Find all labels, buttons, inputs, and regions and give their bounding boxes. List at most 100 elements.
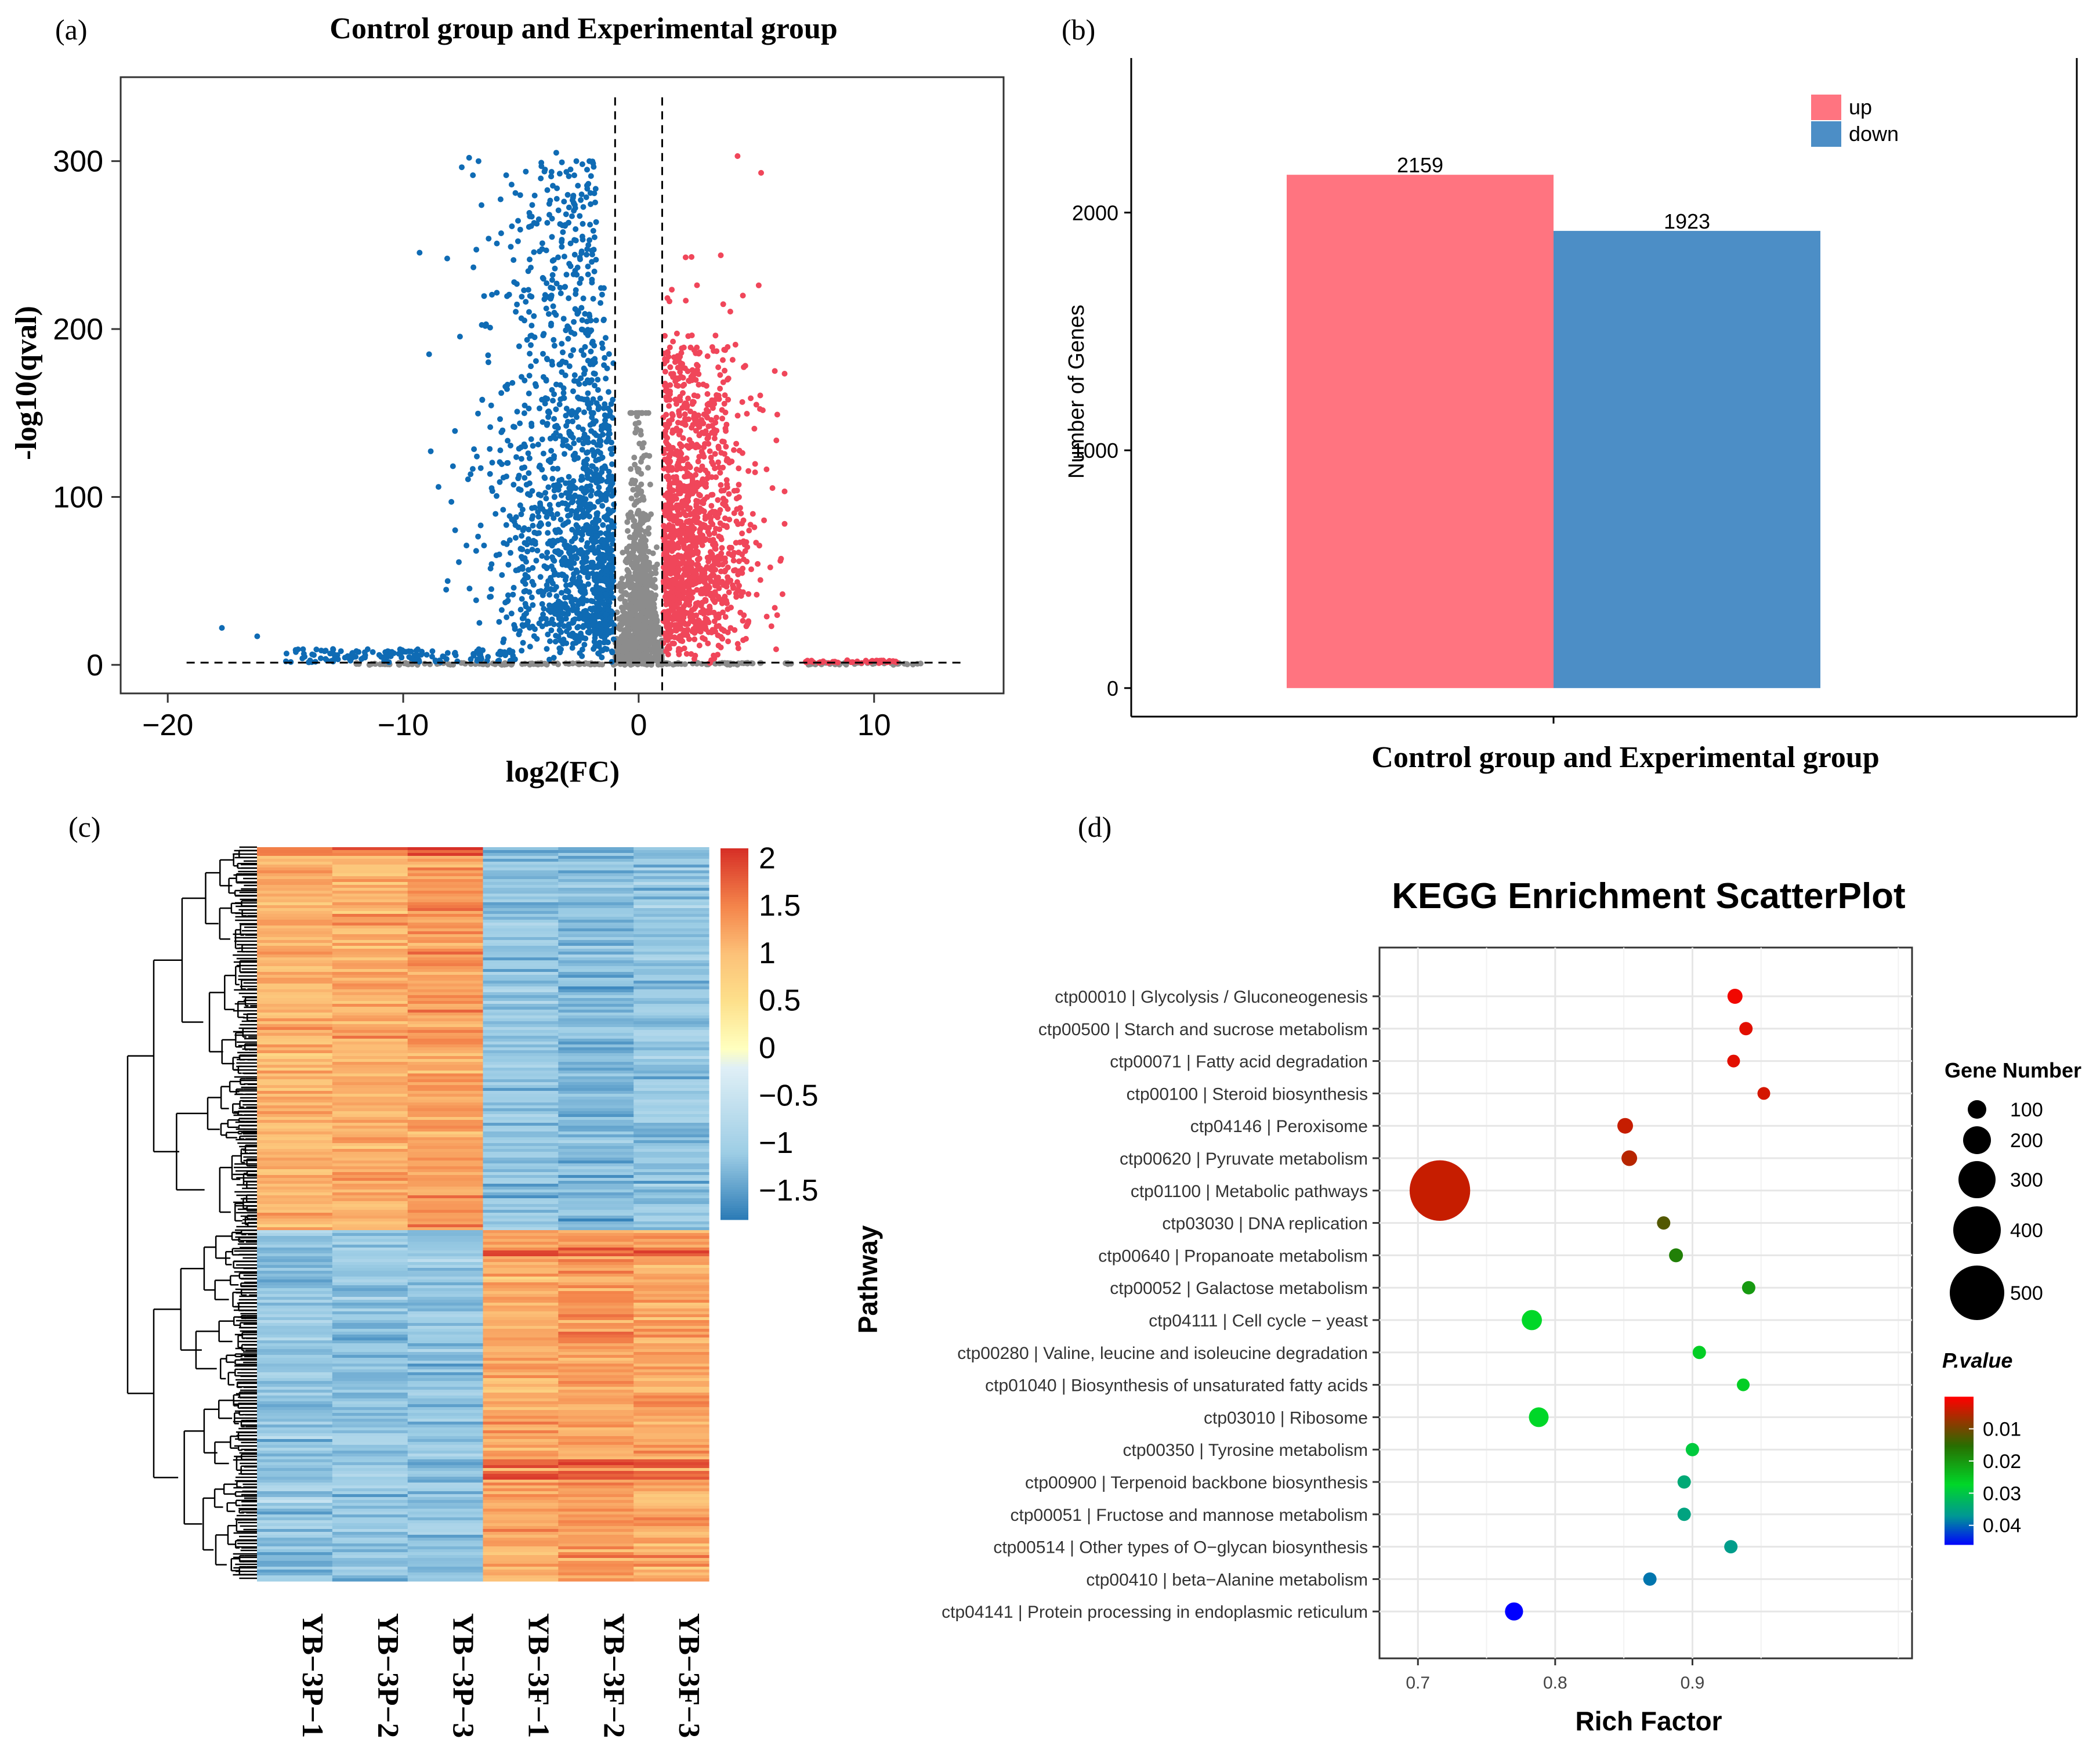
down-point xyxy=(597,395,603,402)
down-point xyxy=(581,549,586,556)
ns-point xyxy=(639,444,646,451)
down-point xyxy=(531,193,538,198)
down-point xyxy=(505,460,511,466)
up-point xyxy=(677,458,683,464)
down-point xyxy=(566,325,572,331)
up-point xyxy=(729,357,736,363)
down-point xyxy=(519,566,526,572)
down-point xyxy=(577,280,583,286)
down-point xyxy=(510,655,516,661)
down-point xyxy=(586,623,592,629)
down-point xyxy=(487,565,494,572)
heatmap-cell xyxy=(407,902,484,906)
down-point xyxy=(582,344,588,350)
panel-a-plot-frame xyxy=(120,76,1005,695)
heatmap-cell xyxy=(633,882,709,885)
ns-point xyxy=(617,595,624,602)
heatmap-cell xyxy=(332,870,408,874)
down-point xyxy=(587,222,593,228)
up-point xyxy=(720,357,726,363)
up-point xyxy=(680,557,686,563)
up-point xyxy=(763,613,770,620)
down-point xyxy=(592,186,599,192)
down-point xyxy=(580,237,586,243)
down-point xyxy=(536,464,542,470)
down-point xyxy=(538,163,545,169)
down-point xyxy=(550,556,556,563)
ns-point xyxy=(638,544,644,551)
down-point xyxy=(565,610,571,617)
down-point xyxy=(540,450,546,457)
ns-point xyxy=(627,656,633,663)
up-point xyxy=(751,425,758,432)
up-point xyxy=(674,330,680,337)
up-point xyxy=(671,616,677,622)
down-point xyxy=(565,335,571,342)
ns-point xyxy=(619,576,625,582)
up-point xyxy=(696,482,703,488)
ns-point xyxy=(641,621,647,627)
up-point xyxy=(686,585,692,591)
ns-point xyxy=(635,583,642,590)
down-point xyxy=(569,213,575,219)
down-point xyxy=(464,543,470,549)
up-point xyxy=(707,609,714,616)
down-point xyxy=(518,315,524,321)
down-point xyxy=(551,415,557,422)
ns-point xyxy=(645,516,651,522)
up-point xyxy=(691,572,697,579)
down-point xyxy=(565,519,571,525)
down-point xyxy=(545,484,552,490)
heatmap-cell xyxy=(407,847,484,851)
down-point xyxy=(594,442,600,448)
heatmap-cell xyxy=(558,902,634,906)
heatmap-cell xyxy=(257,905,333,909)
down-point xyxy=(519,465,525,471)
down-point xyxy=(548,447,555,454)
heatmap-cell xyxy=(558,867,634,871)
up-point xyxy=(714,348,720,355)
down-point xyxy=(508,442,513,449)
ns-point xyxy=(541,660,548,667)
down-point xyxy=(254,633,260,639)
up-point xyxy=(682,473,688,480)
down-point xyxy=(317,655,324,661)
down-point xyxy=(487,471,493,477)
down-point xyxy=(537,405,542,411)
down-point xyxy=(504,614,510,620)
down-point xyxy=(573,287,579,293)
up-point xyxy=(715,364,722,370)
down-point xyxy=(535,442,541,448)
heatmap-cell xyxy=(633,847,709,851)
up-point xyxy=(662,609,669,615)
down-point xyxy=(468,471,474,478)
down-point xyxy=(591,450,597,456)
up-point xyxy=(709,344,715,350)
up-point xyxy=(768,623,774,630)
down-point xyxy=(591,504,597,510)
down-point xyxy=(562,500,569,507)
heatmap-cell xyxy=(332,867,408,871)
ns-point xyxy=(650,646,656,652)
down-point xyxy=(581,569,588,576)
down-point xyxy=(527,350,533,357)
heatmap-cell xyxy=(633,862,709,865)
up-point xyxy=(682,411,688,417)
down-point xyxy=(550,465,556,472)
up-point xyxy=(712,332,719,339)
heatmap-cell xyxy=(257,888,333,891)
heatmap-cell xyxy=(332,885,408,888)
up-point xyxy=(692,543,698,549)
down-point xyxy=(539,396,545,403)
up-point xyxy=(715,459,722,465)
down-point xyxy=(488,586,494,592)
down-point xyxy=(606,427,612,433)
ns-point xyxy=(638,481,645,487)
ns-point xyxy=(643,641,649,647)
down-point xyxy=(525,287,531,293)
heatmap-cell xyxy=(483,859,559,862)
up-point xyxy=(720,501,726,507)
up-point xyxy=(708,592,714,599)
down-point xyxy=(537,574,544,580)
down-point xyxy=(592,525,598,531)
